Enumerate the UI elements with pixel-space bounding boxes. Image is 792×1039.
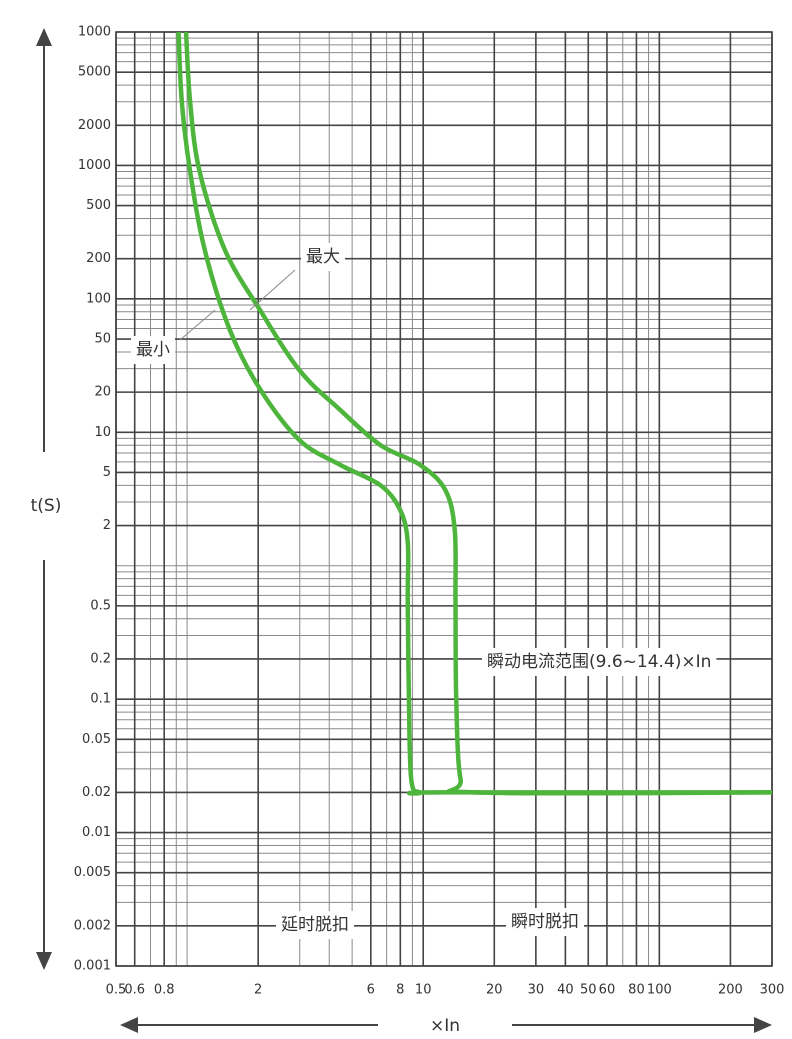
- zone-label: 瞬时脱扣: [511, 912, 579, 932]
- x-tick-label: 60: [599, 983, 616, 998]
- range-label-box: [482, 648, 717, 676]
- x-tick-label: 30: [528, 983, 545, 998]
- y-tick-label: 0.05: [82, 732, 111, 747]
- y-tick-label: 0.1: [90, 692, 111, 707]
- y-tick-label: 0.005: [74, 865, 111, 880]
- x-tick-label: 20: [486, 983, 503, 998]
- x-tick-label: 80: [628, 983, 645, 998]
- series-label-box: [131, 336, 175, 364]
- y-tick-label: 0.5: [90, 598, 111, 613]
- grid: [115, 31, 773, 967]
- zone-label: 延时脱扣: [281, 915, 349, 935]
- series-label: 最大: [306, 247, 340, 267]
- x-tick-label: 0.5: [106, 983, 127, 998]
- y-tick-label: 10: [94, 425, 111, 440]
- y-tick-label: 0.02: [82, 785, 111, 800]
- series-label: 最小: [136, 340, 170, 360]
- y-tick-label: 5000: [78, 65, 111, 80]
- y-tick-label: 0.2: [90, 651, 111, 666]
- y-tick-label: 500: [86, 198, 111, 213]
- leader-line: [249, 269, 296, 311]
- x-axis-label: ×In: [430, 1016, 460, 1036]
- x-tick-label: 40: [557, 983, 574, 998]
- series-label-group: 最小: [131, 336, 175, 364]
- y-tick-label: 100: [86, 291, 111, 306]
- x-tick-label: 50: [580, 983, 597, 998]
- range-label-group: 瞬动电流范围(9.6~14.4)×In: [482, 648, 717, 676]
- x-tick-label: 0.6: [124, 983, 145, 998]
- x-tick-label: 100: [647, 983, 672, 998]
- zone-label-group: 延时脱扣: [276, 911, 354, 939]
- y-tick-label: 1000: [78, 25, 111, 40]
- zone-label-box: [506, 908, 584, 936]
- zone-label-box: [276, 911, 354, 939]
- series-label-group: 最大: [301, 243, 345, 271]
- leader-line: [179, 309, 216, 341]
- y-tick-label: 0.001: [74, 959, 111, 974]
- y-tick-label: 5: [103, 465, 111, 480]
- y-tick-label: 0.01: [82, 825, 111, 840]
- y-tick-label: 0.002: [74, 918, 111, 933]
- x-tick-label: 2: [254, 983, 262, 998]
- trip-curve: [183, 31, 773, 796]
- zone-label-group: 瞬时脱扣: [506, 908, 584, 936]
- trip-curve: [176, 31, 773, 796]
- x-tick-label: 0.8: [154, 983, 175, 998]
- curves: [176, 31, 773, 796]
- y-axis-label: t(S): [31, 496, 62, 516]
- y-tick-label: 50: [94, 332, 111, 347]
- y-tick-label: 20: [94, 385, 111, 400]
- y-tick-label: 2000: [78, 118, 111, 133]
- series-label-box: [301, 243, 345, 271]
- x-tick-label: 200: [718, 983, 743, 998]
- x-tick-label: 8: [396, 983, 404, 998]
- x-tick-label: 300: [760, 983, 785, 998]
- labels: 1000 5000 2000 1000 500 200 100 50 20 10 5 2 0.5 0.2 0…: [74, 25, 785, 998]
- plot-frame: [115, 31, 773, 967]
- x-tick-label: 6: [367, 983, 375, 998]
- y-tick-label: 200: [86, 251, 111, 266]
- range-label: 瞬动电流范围(9.6~14.4)×In: [487, 652, 711, 672]
- y-tick-label: 1000: [78, 158, 111, 173]
- x-tick-label: 10: [415, 983, 432, 998]
- y-tick-label: 2: [103, 518, 111, 533]
